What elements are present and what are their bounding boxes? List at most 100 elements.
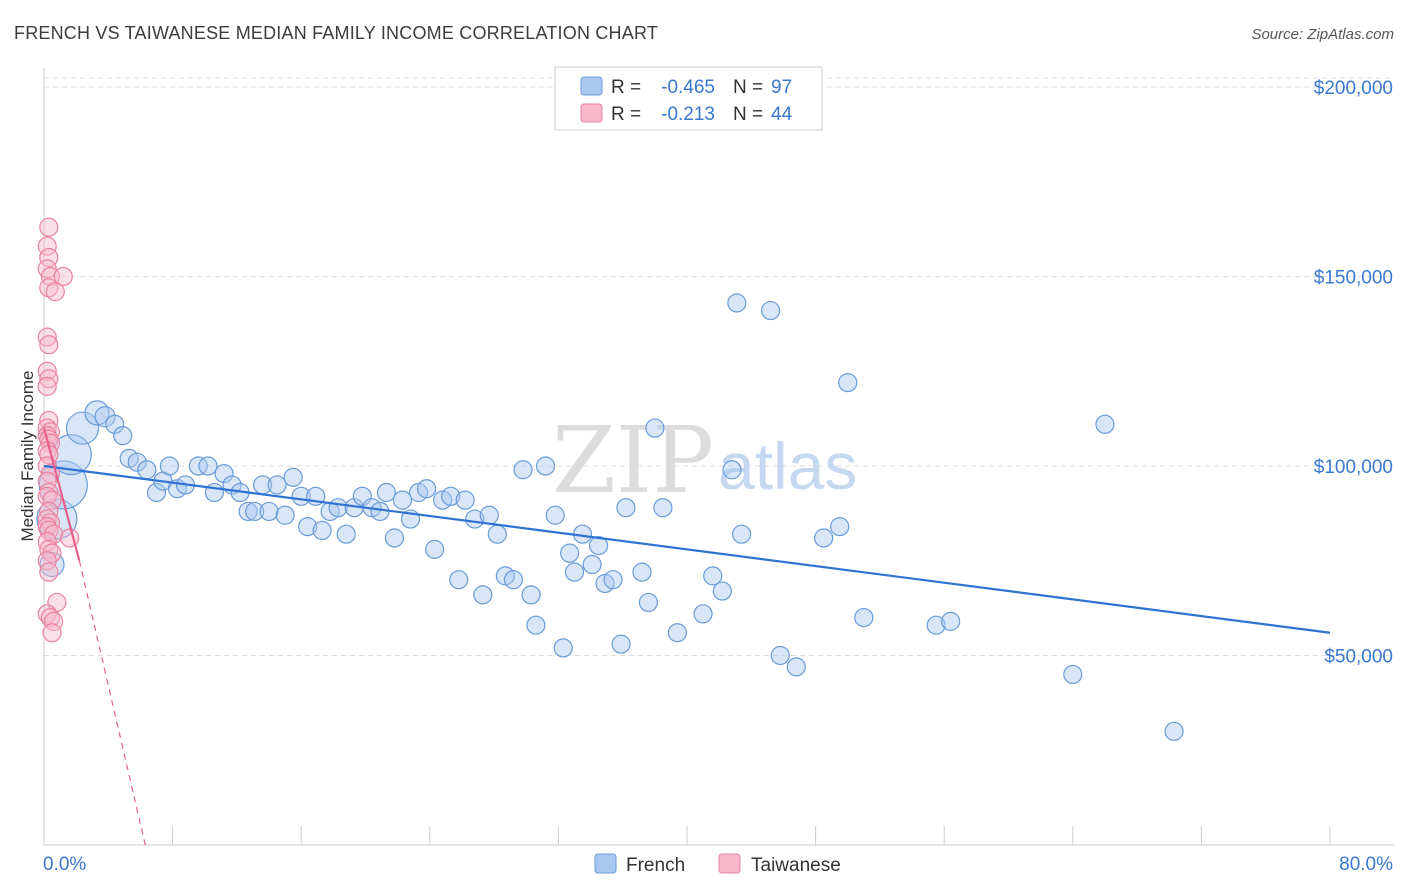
y-tick-label: $50,000 — [1324, 646, 1393, 667]
point-taiwanese — [39, 335, 59, 355]
point-french — [553, 638, 573, 658]
point-french — [632, 562, 652, 582]
legend-r-value-french: -0.465 — [661, 77, 715, 98]
trend-lines — [42, 427, 1331, 846]
legend-r-value-taiwanese: -0.213 — [661, 104, 715, 125]
point-taiwanese — [42, 490, 62, 510]
point-french — [814, 528, 834, 548]
point-french — [336, 524, 356, 544]
series-taiwanese — [37, 217, 80, 643]
point-taiwanese — [39, 369, 59, 389]
point-taiwanese — [37, 376, 57, 396]
point-french — [267, 475, 287, 495]
bottom-legend-swatch-french — [594, 853, 617, 874]
point-french — [760, 300, 781, 321]
point-french — [455, 490, 475, 510]
series-french — [36, 293, 1184, 741]
point-french — [560, 543, 580, 563]
point-french — [244, 501, 265, 522]
point-french — [479, 505, 499, 525]
point-french — [425, 539, 445, 559]
point-french — [770, 645, 790, 666]
point-french — [854, 607, 874, 628]
legend-swatch-french — [580, 76, 603, 96]
point-french — [693, 604, 713, 624]
point-french — [653, 498, 673, 518]
point-french — [312, 520, 332, 541]
bottom-legend-swatch-taiwanese — [718, 853, 741, 874]
point-french — [275, 505, 295, 525]
point-french — [727, 293, 747, 313]
legend-swatch-taiwanese — [580, 103, 603, 123]
point-french — [722, 460, 742, 480]
point-french — [487, 524, 507, 544]
bottom-legend-label-french: French — [626, 855, 685, 876]
point-french — [416, 479, 437, 499]
point-french — [667, 623, 687, 643]
point-french — [94, 406, 116, 428]
point-french — [786, 657, 806, 677]
point-french — [238, 501, 258, 522]
point-french — [526, 615, 546, 635]
point-french — [159, 456, 179, 476]
point-french — [645, 418, 665, 438]
trend-line-taiwanese-extension — [78, 560, 146, 846]
point-french — [703, 566, 723, 586]
point-french — [105, 414, 125, 434]
chart-source: Source: ZipAtlas.com — [1251, 26, 1394, 43]
legend-r-label-taiwanese: R = — [611, 104, 641, 125]
point-french — [1063, 664, 1083, 685]
point-french — [611, 634, 631, 654]
trend-line-taiwanese — [42, 427, 81, 562]
y-axis-label: Median Family Income — [18, 370, 37, 541]
point-french — [465, 509, 485, 529]
point-french — [441, 486, 461, 506]
point-french — [638, 592, 659, 613]
point-french — [564, 562, 585, 582]
point-french — [449, 570, 469, 590]
x-tick-label-min: 0.0% — [43, 854, 86, 875]
legend-r-label-french: R = — [611, 77, 641, 98]
point-taiwanese — [39, 562, 59, 582]
point-taiwanese — [42, 623, 62, 643]
point-french — [384, 528, 405, 548]
legend-n-label-french: N = — [733, 77, 763, 98]
point-french — [941, 611, 961, 631]
point-french — [259, 501, 279, 522]
legend-n-value-taiwanese: 44 — [771, 104, 793, 125]
point-taiwanese — [37, 532, 57, 552]
point-taiwanese — [40, 513, 61, 533]
point-french — [392, 490, 413, 510]
point-french — [376, 482, 396, 503]
point-french — [503, 570, 523, 590]
legend: R = -0.465 N = 97 R = -0.213 N = 44 — [554, 66, 823, 131]
y-tick-label: $100,000 — [1314, 457, 1393, 478]
point-french — [188, 456, 208, 476]
point-french — [127, 452, 147, 472]
point-french — [1095, 414, 1115, 434]
point-taiwanese — [37, 604, 57, 624]
point-french — [65, 411, 100, 445]
point-french — [113, 426, 133, 446]
bottom-legend-label-taiwanese: Taiwanese — [751, 855, 841, 876]
point-taiwanese — [37, 327, 57, 347]
x-tick-label-max: 80.0% — [1339, 854, 1393, 875]
point-french — [328, 498, 348, 518]
y-tick-label: $200,000 — [1314, 78, 1393, 99]
point-french — [1164, 721, 1184, 741]
point-french — [137, 460, 157, 480]
point-french — [513, 460, 533, 480]
point-french — [603, 570, 623, 590]
point-french — [838, 372, 858, 393]
watermark-zip: ZIP — [552, 407, 714, 514]
point-taiwanese — [40, 607, 61, 628]
point-taiwanese — [39, 217, 59, 237]
point-french — [926, 615, 946, 635]
point-french — [473, 585, 493, 605]
point-taiwanese — [53, 266, 73, 287]
point-french — [146, 482, 167, 503]
y-axis-tick-labels: $50,000 $100,000 $150,000 $200,000 — [1314, 78, 1393, 668]
x-axis-ticks — [43, 826, 1331, 845]
legend-n-value-french: 97 — [771, 77, 792, 98]
